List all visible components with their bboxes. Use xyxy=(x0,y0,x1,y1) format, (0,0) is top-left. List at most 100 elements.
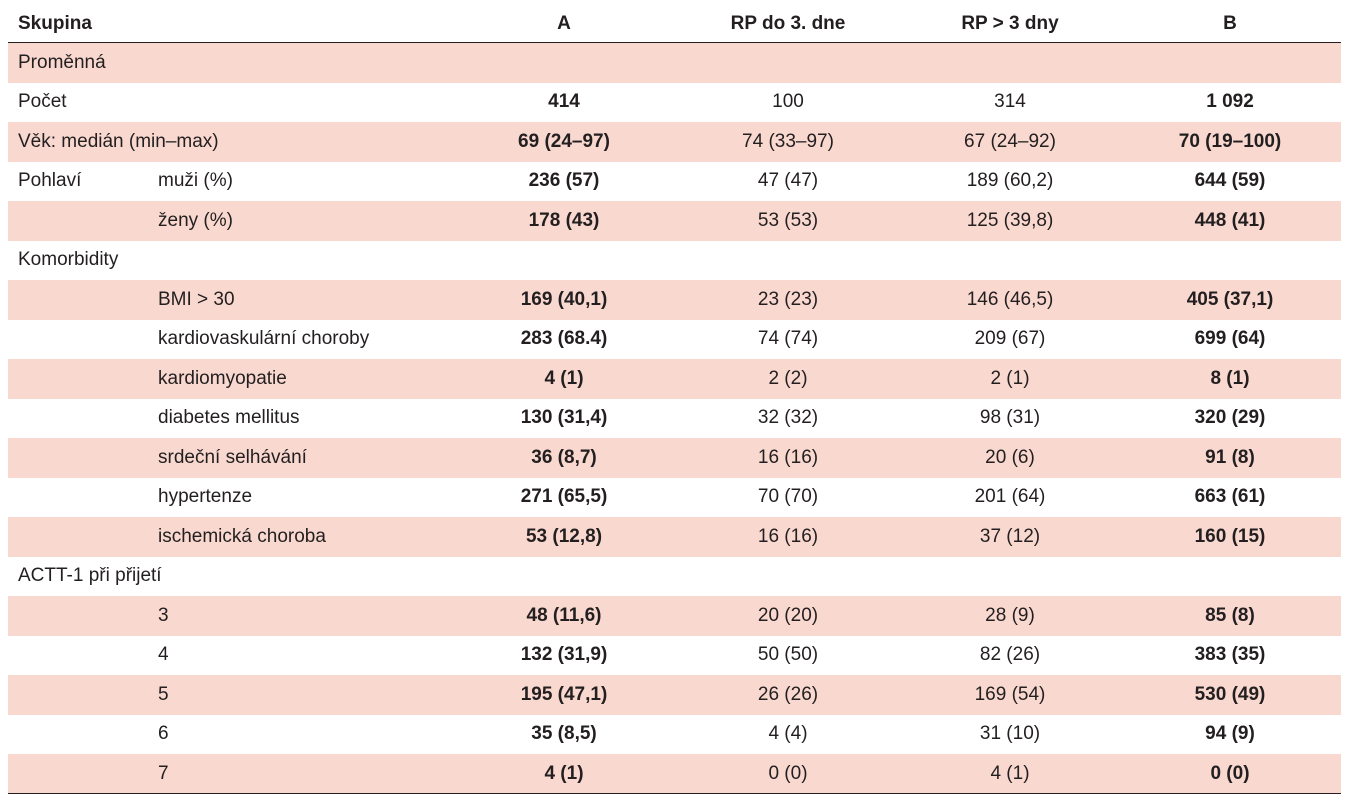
row-sublabel: 6 xyxy=(158,723,169,745)
cell-rp3: 100 xyxy=(772,91,804,113)
row-sublabel: ženy (%) xyxy=(158,209,233,231)
row-sublabel: 5 xyxy=(158,683,169,705)
cell-b: 448 (41) xyxy=(1194,209,1266,231)
row-sublabel: 4 xyxy=(158,644,169,666)
cell-rpgt3: 20 (6) xyxy=(985,446,1035,468)
cell-a: 283 (68.4) xyxy=(520,328,608,350)
row-sublabel: BMI > 30 xyxy=(158,288,235,310)
cell-rp3: 50 (50) xyxy=(757,644,819,666)
row-label: ACTT-1 při přijetí xyxy=(18,565,162,587)
row-sublabel: 7 xyxy=(158,762,169,784)
cell-a: 35 (8,5) xyxy=(531,723,597,745)
cell-rpgt3: 98 (31) xyxy=(979,407,1041,429)
table-row: kardiomyopatie 4 (1) 2 (2) 2 (1) 8 (1) xyxy=(8,359,1341,399)
cell-b: 85 (8) xyxy=(1205,604,1255,626)
cell-rpgt3: 209 (67) xyxy=(974,328,1046,350)
cell-a: 36 (8,7) xyxy=(531,446,597,468)
table-row: 6 35 (8,5) 4 (4) 31 (10) 94 (9) xyxy=(8,715,1341,755)
cell-rp3: 4 (4) xyxy=(768,723,808,745)
table-row: 5 195 (47,1) 26 (26) 169 (54) 530 (49) xyxy=(8,675,1341,715)
table-row: ischemická choroba 53 (12,8) 16 (16) 37 (12… xyxy=(8,517,1341,557)
cell-rpgt3: 201 (64) xyxy=(974,486,1046,508)
row-sublabel: srdeční selhávání xyxy=(158,446,307,468)
row-label: Pohlaví xyxy=(18,170,82,192)
cell-b: 530 (49) xyxy=(1194,683,1266,705)
cell-b: 663 (61) xyxy=(1194,486,1266,508)
cell-a: 4 (1) xyxy=(544,762,584,784)
cell-b: 0 (0) xyxy=(1210,762,1250,784)
table-row: Věk: medián (min–max) 69 (24–97) 74 (33–97… xyxy=(8,122,1341,162)
cell-rp3: 0 (0) xyxy=(768,762,808,784)
table-row: 4 132 (31,9) 50 (50) 82 (26) 383 (35) xyxy=(8,636,1341,676)
table-row: BMI > 30 169 (40,1) 23 (23) 146 (46,5) 405 (… xyxy=(8,280,1341,320)
table-body: Proměnná Počet 414 100 314 1 092 Věk: medián (… xyxy=(8,43,1341,794)
header-col-rp3: RP do 3. dne xyxy=(730,12,846,34)
table-row: ACTT-1 při přijetí xyxy=(8,557,1341,597)
cell-a: 271 (65,5) xyxy=(520,486,608,508)
cell-b: 8 (1) xyxy=(1210,367,1250,389)
header-group: Skupina xyxy=(18,12,92,34)
row-sublabel: kardiomyopatie xyxy=(158,367,287,389)
cell-rpgt3: 2 (1) xyxy=(990,367,1030,389)
cell-a: 48 (11,6) xyxy=(526,604,602,626)
cell-b: 383 (35) xyxy=(1194,644,1266,666)
cell-a: 414 xyxy=(548,91,580,113)
cell-rp3: 70 (70) xyxy=(757,486,819,508)
cell-rpgt3: 169 (54) xyxy=(974,683,1046,705)
table-row: 7 4 (1) 0 (0) 4 (1) 0 (0) xyxy=(8,754,1341,794)
row-sublabel: muži (%) xyxy=(158,170,233,192)
row-label: Komorbidity xyxy=(18,249,119,271)
cell-rp3: 74 (33–97) xyxy=(742,130,834,152)
cell-a: 195 (47,1) xyxy=(520,683,608,705)
cell-a: 130 (31,4) xyxy=(520,407,608,429)
cell-a: 169 (40,1) xyxy=(520,288,608,310)
row-label: Proměnná xyxy=(18,51,106,73)
cell-rp3: 23 (23) xyxy=(757,288,819,310)
cell-rp3: 16 (16) xyxy=(757,525,819,547)
cell-rpgt3: 314 xyxy=(994,91,1026,113)
table-row: ženy (%) 178 (43) 53 (53) 125 (39,8) 448 (41… xyxy=(8,201,1341,241)
cell-rpgt3: 37 (12) xyxy=(979,525,1041,547)
cell-rpgt3: 189 (60,2) xyxy=(966,170,1054,192)
cell-rpgt3: 67 (24–92) xyxy=(964,130,1056,152)
cell-rpgt3: 4 (1) xyxy=(990,762,1030,784)
row-label: Počet xyxy=(18,91,67,113)
row-sublabel: hypertenze xyxy=(158,486,253,508)
row-sublabel: ischemická choroba xyxy=(158,525,326,547)
table-row: Počet 414 100 314 1 092 xyxy=(8,83,1341,123)
header-col-rpgt3: RP > 3 dny xyxy=(961,12,1059,34)
cell-a: 69 (24–97) xyxy=(518,130,610,152)
table-row: Proměnná xyxy=(8,43,1341,83)
bottom-rule xyxy=(8,793,1341,794)
cell-b: 699 (64) xyxy=(1194,328,1266,350)
cell-rp3: 74 (74) xyxy=(757,328,819,350)
cell-b: 91 (8) xyxy=(1205,446,1255,468)
cell-rpgt3: 31 (10) xyxy=(979,723,1041,745)
data-table: Skupina A RP do 3. dne RP > 3 dny B Prom… xyxy=(8,5,1341,794)
table-row: hypertenze 271 (65,5) 70 (70) 201 (64) 663 (… xyxy=(8,478,1341,518)
cell-b: 1 092 xyxy=(1206,91,1254,113)
cell-rp3: 32 (32) xyxy=(757,407,819,429)
cell-a: 236 (57) xyxy=(528,170,600,192)
cell-b: 70 (19–100) xyxy=(1178,130,1282,152)
cell-rpgt3: 28 (9) xyxy=(985,604,1035,626)
cell-b: 644 (59) xyxy=(1194,170,1266,192)
cell-rpgt3: 146 (46,5) xyxy=(966,288,1054,310)
cell-rpgt3: 125 (39,8) xyxy=(966,209,1054,231)
cell-rp3: 26 (26) xyxy=(757,683,819,705)
table-row: 3 48 (11,6) 20 (20) 28 (9) 85 (8) xyxy=(8,596,1341,636)
cell-rp3: 20 (20) xyxy=(757,604,819,626)
table-row: srdeční selhávání 36 (8,7) 16 (16) 20 (6) 91… xyxy=(8,438,1341,478)
row-sublabel: diabetes mellitus xyxy=(158,407,300,429)
cell-a: 178 (43) xyxy=(528,209,600,231)
table-row: diabetes mellitus 130 (31,4) 32 (32) 98 (31… xyxy=(8,399,1341,439)
table-row: Komorbidity xyxy=(8,241,1341,281)
cell-b: 160 (15) xyxy=(1194,525,1266,547)
row-sublabel: 3 xyxy=(158,604,169,626)
cell-b: 320 (29) xyxy=(1194,407,1266,429)
cell-a: 53 (12,8) xyxy=(525,525,603,547)
cell-a: 4 (1) xyxy=(544,367,584,389)
cell-rp3: 53 (53) xyxy=(757,209,819,231)
table-row: Pohlaví muži (%) 236 (57) 47 (47) 189 (60,2)… xyxy=(8,162,1341,202)
cell-rp3: 47 (47) xyxy=(757,170,819,192)
